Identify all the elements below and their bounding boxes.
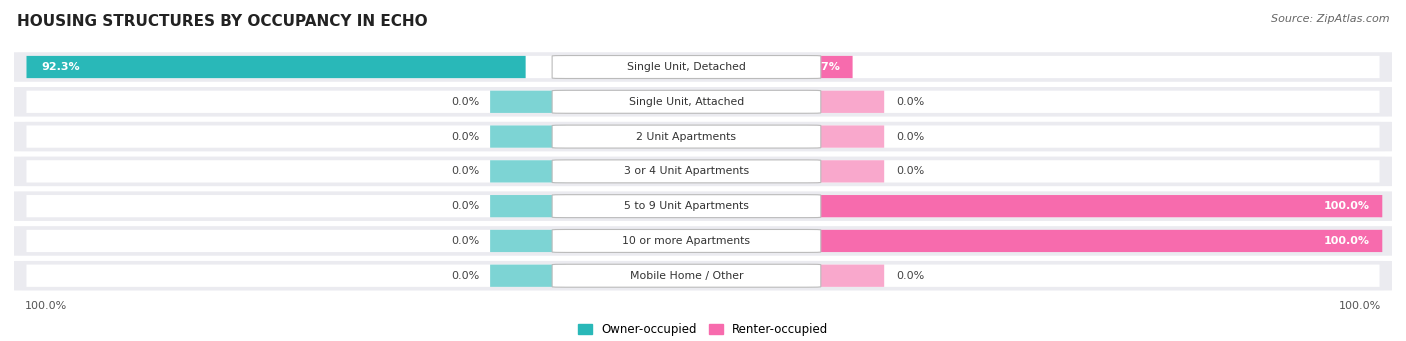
FancyBboxPatch shape <box>27 125 565 148</box>
FancyBboxPatch shape <box>553 90 821 113</box>
Text: 10 or more Apartments: 10 or more Apartments <box>623 236 751 246</box>
FancyBboxPatch shape <box>553 125 821 148</box>
FancyBboxPatch shape <box>27 56 565 78</box>
Text: Single Unit, Attached: Single Unit, Attached <box>628 97 744 107</box>
FancyBboxPatch shape <box>553 229 821 252</box>
Text: 0.0%: 0.0% <box>897 166 925 176</box>
FancyBboxPatch shape <box>4 122 1402 151</box>
FancyBboxPatch shape <box>808 195 1379 217</box>
FancyBboxPatch shape <box>27 56 526 78</box>
FancyBboxPatch shape <box>808 230 1382 252</box>
FancyBboxPatch shape <box>553 56 821 78</box>
Text: 100.0%: 100.0% <box>1324 201 1369 211</box>
FancyBboxPatch shape <box>808 265 1379 287</box>
Text: 0.0%: 0.0% <box>897 132 925 142</box>
FancyBboxPatch shape <box>27 265 565 287</box>
Text: 100.0%: 100.0% <box>1324 236 1369 246</box>
FancyBboxPatch shape <box>4 191 1402 221</box>
FancyBboxPatch shape <box>808 91 1379 113</box>
FancyBboxPatch shape <box>4 261 1402 291</box>
FancyBboxPatch shape <box>808 56 852 78</box>
FancyBboxPatch shape <box>4 52 1402 82</box>
FancyBboxPatch shape <box>491 230 565 252</box>
Text: 0.0%: 0.0% <box>451 201 479 211</box>
Text: Source: ZipAtlas.com: Source: ZipAtlas.com <box>1271 14 1389 24</box>
FancyBboxPatch shape <box>553 160 821 183</box>
FancyBboxPatch shape <box>808 195 1382 217</box>
Text: 7.7%: 7.7% <box>810 62 841 72</box>
FancyBboxPatch shape <box>27 160 565 182</box>
FancyBboxPatch shape <box>808 160 884 182</box>
FancyBboxPatch shape <box>4 226 1402 256</box>
FancyBboxPatch shape <box>27 91 565 113</box>
FancyBboxPatch shape <box>4 157 1402 186</box>
Text: 0.0%: 0.0% <box>451 97 479 107</box>
FancyBboxPatch shape <box>491 125 565 148</box>
Text: 100.0%: 100.0% <box>25 301 67 311</box>
Text: Mobile Home / Other: Mobile Home / Other <box>630 271 744 281</box>
FancyBboxPatch shape <box>491 91 565 113</box>
FancyBboxPatch shape <box>808 230 1379 252</box>
Text: 2 Unit Apartments: 2 Unit Apartments <box>637 132 737 142</box>
FancyBboxPatch shape <box>491 160 565 182</box>
FancyBboxPatch shape <box>4 87 1402 117</box>
Text: 0.0%: 0.0% <box>897 97 925 107</box>
FancyBboxPatch shape <box>553 264 821 287</box>
Text: 0.0%: 0.0% <box>897 271 925 281</box>
FancyBboxPatch shape <box>553 195 821 218</box>
FancyBboxPatch shape <box>491 195 565 217</box>
FancyBboxPatch shape <box>808 91 884 113</box>
Text: 92.3%: 92.3% <box>42 62 80 72</box>
FancyBboxPatch shape <box>808 265 884 287</box>
Text: 5 to 9 Unit Apartments: 5 to 9 Unit Apartments <box>624 201 749 211</box>
FancyBboxPatch shape <box>808 125 884 148</box>
Text: 0.0%: 0.0% <box>451 236 479 246</box>
FancyBboxPatch shape <box>27 230 565 252</box>
Text: 100.0%: 100.0% <box>1339 301 1381 311</box>
Text: HOUSING STRUCTURES BY OCCUPANCY IN ECHO: HOUSING STRUCTURES BY OCCUPANCY IN ECHO <box>17 14 427 29</box>
FancyBboxPatch shape <box>491 265 565 287</box>
Text: 0.0%: 0.0% <box>451 132 479 142</box>
FancyBboxPatch shape <box>808 160 1379 182</box>
Legend: Owner-occupied, Renter-occupied: Owner-occupied, Renter-occupied <box>572 318 834 341</box>
Text: 3 or 4 Unit Apartments: 3 or 4 Unit Apartments <box>624 166 749 176</box>
FancyBboxPatch shape <box>808 125 1379 148</box>
Text: 0.0%: 0.0% <box>451 166 479 176</box>
FancyBboxPatch shape <box>808 56 1379 78</box>
Text: Single Unit, Detached: Single Unit, Detached <box>627 62 747 72</box>
Text: 0.0%: 0.0% <box>451 271 479 281</box>
FancyBboxPatch shape <box>27 195 565 217</box>
